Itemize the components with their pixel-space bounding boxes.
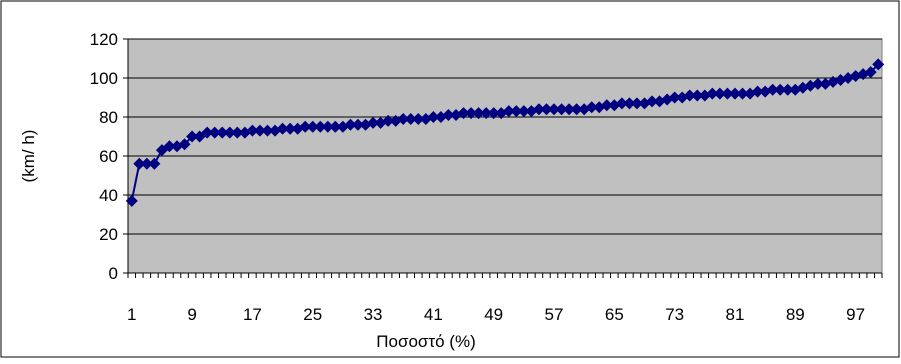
x-tick-label: 9 <box>187 305 196 324</box>
data-point-marker <box>178 138 191 151</box>
data-point-marker <box>563 103 576 116</box>
data-point-marker <box>713 87 726 100</box>
data-point-marker <box>351 118 364 131</box>
data-point-marker <box>125 194 138 207</box>
data-point-marker <box>751 85 764 98</box>
data-point-marker <box>457 107 470 120</box>
data-point-marker <box>231 126 244 139</box>
y-tick-label: 120 <box>90 30 118 49</box>
data-point-marker <box>140 157 153 170</box>
y-tick-label: 20 <box>99 225 118 244</box>
data-point-marker <box>321 120 334 133</box>
data-point-marker <box>683 89 696 102</box>
data-point-marker <box>442 109 455 122</box>
data-point-marker <box>404 112 417 125</box>
data-point-marker <box>615 97 628 110</box>
data-point-marker <box>427 111 440 123</box>
tick-labels: 0 20 40 60 80 100 120 1 9 17 25 33 41 49 57 65 73 81 89 97 <box>90 30 865 324</box>
axes <box>123 38 883 278</box>
x-tick-label: 65 <box>605 305 624 324</box>
data-point-marker <box>811 77 824 90</box>
data-point-marker <box>253 124 266 137</box>
gridlines <box>128 38 882 235</box>
data-point-marker <box>502 105 515 118</box>
data-point-marker <box>774 83 787 96</box>
data-point-marker <box>781 83 794 96</box>
data-point-marker <box>600 99 613 112</box>
data-point-marker <box>691 89 704 102</box>
data-point-marker <box>276 122 289 135</box>
data-point-marker <box>668 91 681 104</box>
y-tick-label: 0 <box>109 264 118 283</box>
series-layer <box>125 58 885 207</box>
data-point-marker <box>133 157 146 170</box>
data-point-marker <box>223 126 236 139</box>
data-point-marker <box>163 140 176 153</box>
data-point-marker <box>532 103 545 116</box>
data-point-marker <box>736 87 749 100</box>
x-tick-label: 1 <box>127 305 136 324</box>
data-point-marker <box>487 107 500 120</box>
data-point-marker <box>548 103 561 116</box>
x-tick-label: 81 <box>726 305 745 324</box>
data-point-marker <box>721 87 734 100</box>
x-tick-label: 33 <box>364 305 383 324</box>
data-point-marker <box>585 101 598 114</box>
x-tick-label: 41 <box>424 305 443 324</box>
data-point-marker <box>480 107 493 120</box>
data-point-marker <box>510 105 523 118</box>
x-tick-label: 17 <box>243 305 262 324</box>
data-point-marker <box>623 97 636 110</box>
data-point-marker <box>412 112 425 125</box>
x-tick-label: 57 <box>545 305 564 324</box>
data-point-marker <box>367 116 380 129</box>
data-point-marker <box>706 87 719 100</box>
data-point-marker <box>329 120 342 133</box>
data-point-marker <box>555 103 568 116</box>
data-point-marker <box>517 105 530 118</box>
x-tick-label: 25 <box>303 305 322 324</box>
x-tick-label: 89 <box>786 305 805 324</box>
data-point-marker <box>646 95 659 108</box>
data-point-marker <box>261 124 274 137</box>
x-tick-label: 97 <box>846 305 865 324</box>
data-point-marker <box>148 157 161 170</box>
data-point-marker <box>201 126 214 139</box>
data-point-marker <box>864 66 877 79</box>
data-point-marker <box>570 103 583 116</box>
x-axis-title: Ποσοστό (%) <box>376 332 476 351</box>
y-tick-label: 40 <box>99 186 118 205</box>
data-point-marker <box>540 103 553 116</box>
x-tick-label: 73 <box>665 305 684 324</box>
data-point-marker <box>306 120 319 133</box>
data-point-marker <box>299 120 312 133</box>
data-point-marker <box>872 58 885 71</box>
x-tick-label: 49 <box>484 305 503 324</box>
y-tick-label: 80 <box>99 108 118 127</box>
data-point-marker <box>728 87 741 100</box>
y-tick-label: 60 <box>99 147 118 166</box>
data-point-marker <box>465 107 478 120</box>
data-point-marker <box>284 122 297 135</box>
data-point-marker <box>766 83 779 96</box>
data-point-marker <box>344 118 357 131</box>
data-point-marker <box>382 114 395 127</box>
data-point-marker <box>630 97 643 110</box>
data-point-marker <box>208 126 221 139</box>
data-point-marker <box>472 107 485 120</box>
data-point-marker <box>314 120 327 133</box>
data-point-marker <box>246 124 259 137</box>
data-point-marker <box>216 126 229 139</box>
data-point-marker <box>186 130 199 143</box>
y-tick-label: 100 <box>90 69 118 88</box>
y-axis-title: (km/ h) <box>19 130 38 183</box>
data-point-marker <box>397 112 410 125</box>
